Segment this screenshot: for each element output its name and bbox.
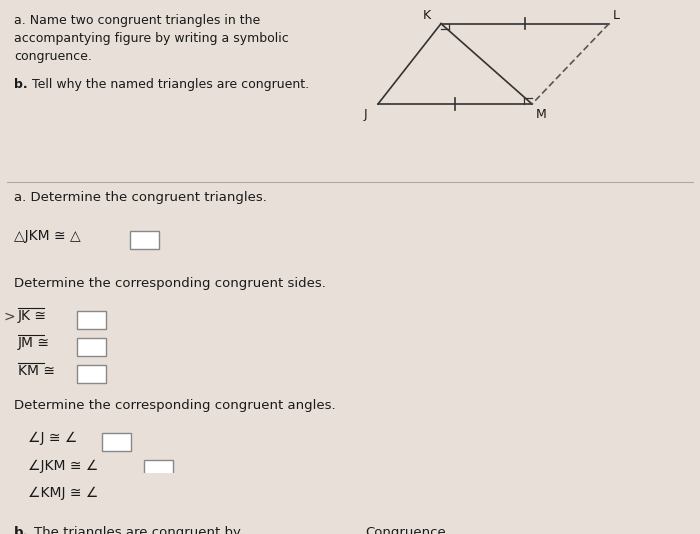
Text: Tell why the named triangles are congruent.: Tell why the named triangles are congrue… bbox=[32, 78, 309, 91]
Text: K: K bbox=[422, 9, 430, 22]
Text: KM ≅: KM ≅ bbox=[18, 364, 55, 378]
Text: JM ≅: JM ≅ bbox=[18, 336, 50, 350]
Text: ∠KMJ ≅ ∠: ∠KMJ ≅ ∠ bbox=[28, 486, 99, 500]
Text: △JKM ≅ △: △JKM ≅ △ bbox=[14, 229, 80, 244]
Text: a. Name two congruent triangles in the
accompantying figure by writing a symboli: a. Name two congruent triangles in the a… bbox=[14, 14, 288, 63]
Text: Congruence.: Congruence. bbox=[365, 526, 450, 534]
Text: b.: b. bbox=[14, 526, 29, 534]
Text: ∠J ≅ ∠: ∠J ≅ ∠ bbox=[28, 431, 78, 445]
Text: Determine the corresponding congruent sides.: Determine the corresponding congruent si… bbox=[14, 277, 326, 289]
Text: >: > bbox=[4, 310, 15, 324]
Text: J: J bbox=[364, 108, 368, 121]
FancyBboxPatch shape bbox=[77, 365, 106, 383]
Text: The triangles are congruent by: The triangles are congruent by bbox=[34, 526, 241, 534]
Text: ∠JKM ≅ ∠: ∠JKM ≅ ∠ bbox=[28, 459, 99, 473]
Text: L: L bbox=[612, 9, 620, 22]
FancyBboxPatch shape bbox=[77, 338, 106, 356]
FancyBboxPatch shape bbox=[102, 433, 131, 451]
Text: a. Determine the congruent triangles.: a. Determine the congruent triangles. bbox=[14, 192, 267, 205]
Text: b.: b. bbox=[14, 78, 27, 91]
FancyBboxPatch shape bbox=[304, 528, 357, 534]
Text: Determine the corresponding congruent angles.: Determine the corresponding congruent an… bbox=[14, 399, 335, 412]
Text: M: M bbox=[536, 108, 546, 121]
Text: JK ≅: JK ≅ bbox=[18, 309, 46, 323]
FancyBboxPatch shape bbox=[144, 460, 173, 478]
FancyBboxPatch shape bbox=[130, 231, 159, 249]
FancyBboxPatch shape bbox=[154, 488, 183, 506]
FancyBboxPatch shape bbox=[77, 311, 106, 328]
